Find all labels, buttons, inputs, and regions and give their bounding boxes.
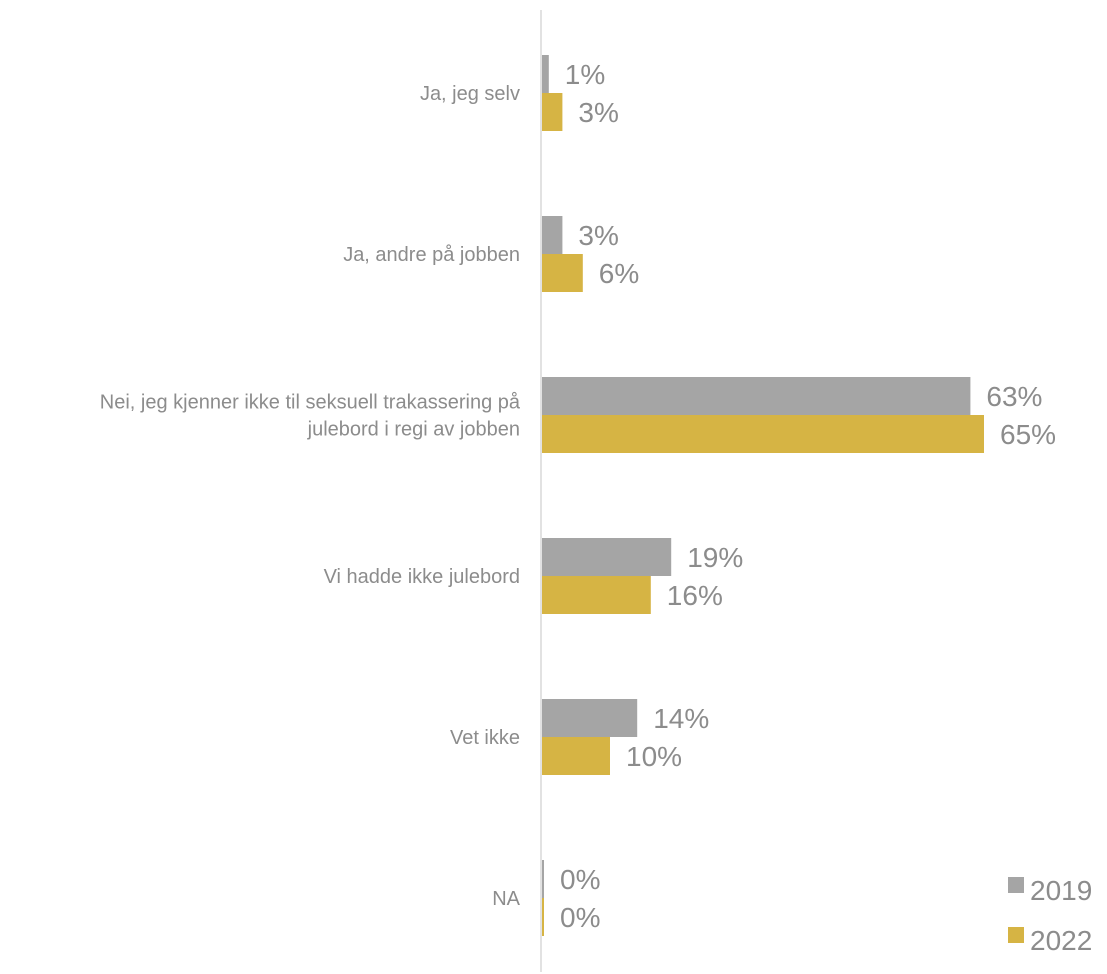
data-label-2022: 10% (626, 741, 682, 772)
bar-2022 (542, 254, 583, 292)
legend: 2019 2022 (1008, 875, 1092, 956)
data-label-2019: 63% (986, 381, 1042, 412)
legend-swatch-2019 (1008, 877, 1024, 893)
category-label: julebord i regi av jobben (307, 419, 520, 441)
bar-2019 (542, 538, 672, 576)
bar-2019 (542, 377, 971, 415)
category-label: Vi hadde ikke julebord (324, 566, 520, 588)
bar-2022 (542, 93, 563, 131)
legend-label-2019: 2019 (1030, 875, 1092, 906)
data-label-2019: 1% (565, 59, 605, 90)
category-labels-group: Ja, jeg selv Ja, andre på jobben Nei, jeg … (100, 83, 521, 910)
data-label-2022: 16% (667, 580, 723, 611)
bar-2019 (542, 699, 638, 737)
bar-2019 (542, 55, 549, 93)
legend-label-2022: 2022 (1030, 925, 1092, 956)
data-label-2022: 65% (1000, 419, 1056, 450)
data-label-2022: 0% (560, 902, 600, 933)
bar-2022 (542, 898, 544, 936)
bar-2019 (542, 860, 544, 898)
category-label: Vet ikke (450, 727, 520, 749)
bar-2022 (542, 737, 610, 775)
data-label-2019: 19% (687, 542, 743, 573)
category-label: Ja, jeg selv (420, 83, 520, 105)
bar-2019 (542, 216, 563, 254)
data-label-2019: 14% (653, 703, 709, 734)
bar-2022 (542, 576, 651, 614)
bars-group: 1% 3% 3% 6% 63% 65% 19% 16% 14% 10% 0% 0% (542, 55, 1056, 936)
data-label-2019: 0% (560, 864, 600, 895)
bar-2022 (542, 415, 984, 453)
category-label: Ja, andre på jobben (343, 244, 520, 266)
data-label-2019: 3% (578, 220, 618, 251)
category-label: Nei, jeg kjenner ikke til seksuell traka… (100, 392, 521, 414)
category-label: NA (492, 888, 520, 910)
data-label-2022: 3% (578, 97, 618, 128)
data-label-2022: 6% (599, 258, 639, 289)
legend-swatch-2022 (1008, 927, 1024, 943)
